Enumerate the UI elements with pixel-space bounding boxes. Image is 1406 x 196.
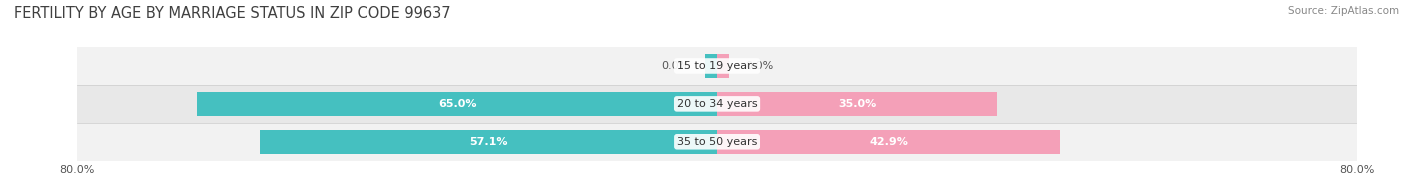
Text: 0.0%: 0.0% bbox=[661, 61, 689, 71]
Text: 35 to 50 years: 35 to 50 years bbox=[676, 137, 758, 147]
Text: 42.9%: 42.9% bbox=[869, 137, 908, 147]
Bar bbox=[77, 85, 1357, 123]
Text: FERTILITY BY AGE BY MARRIAGE STATUS IN ZIP CODE 99637: FERTILITY BY AGE BY MARRIAGE STATUS IN Z… bbox=[14, 6, 451, 21]
Bar bbox=[717, 54, 730, 78]
Bar bbox=[717, 92, 997, 116]
Bar bbox=[77, 47, 1357, 85]
Bar bbox=[197, 92, 717, 116]
Text: 15 to 19 years: 15 to 19 years bbox=[676, 61, 758, 71]
Text: 35.0%: 35.0% bbox=[838, 99, 876, 109]
Text: 65.0%: 65.0% bbox=[437, 99, 477, 109]
Text: Source: ZipAtlas.com: Source: ZipAtlas.com bbox=[1288, 6, 1399, 16]
Bar bbox=[77, 123, 1357, 161]
Text: 0.0%: 0.0% bbox=[745, 61, 773, 71]
Text: 57.1%: 57.1% bbox=[470, 137, 508, 147]
Text: 20 to 34 years: 20 to 34 years bbox=[676, 99, 758, 109]
Bar bbox=[260, 130, 717, 153]
Bar bbox=[717, 130, 1060, 153]
Bar bbox=[704, 54, 717, 78]
